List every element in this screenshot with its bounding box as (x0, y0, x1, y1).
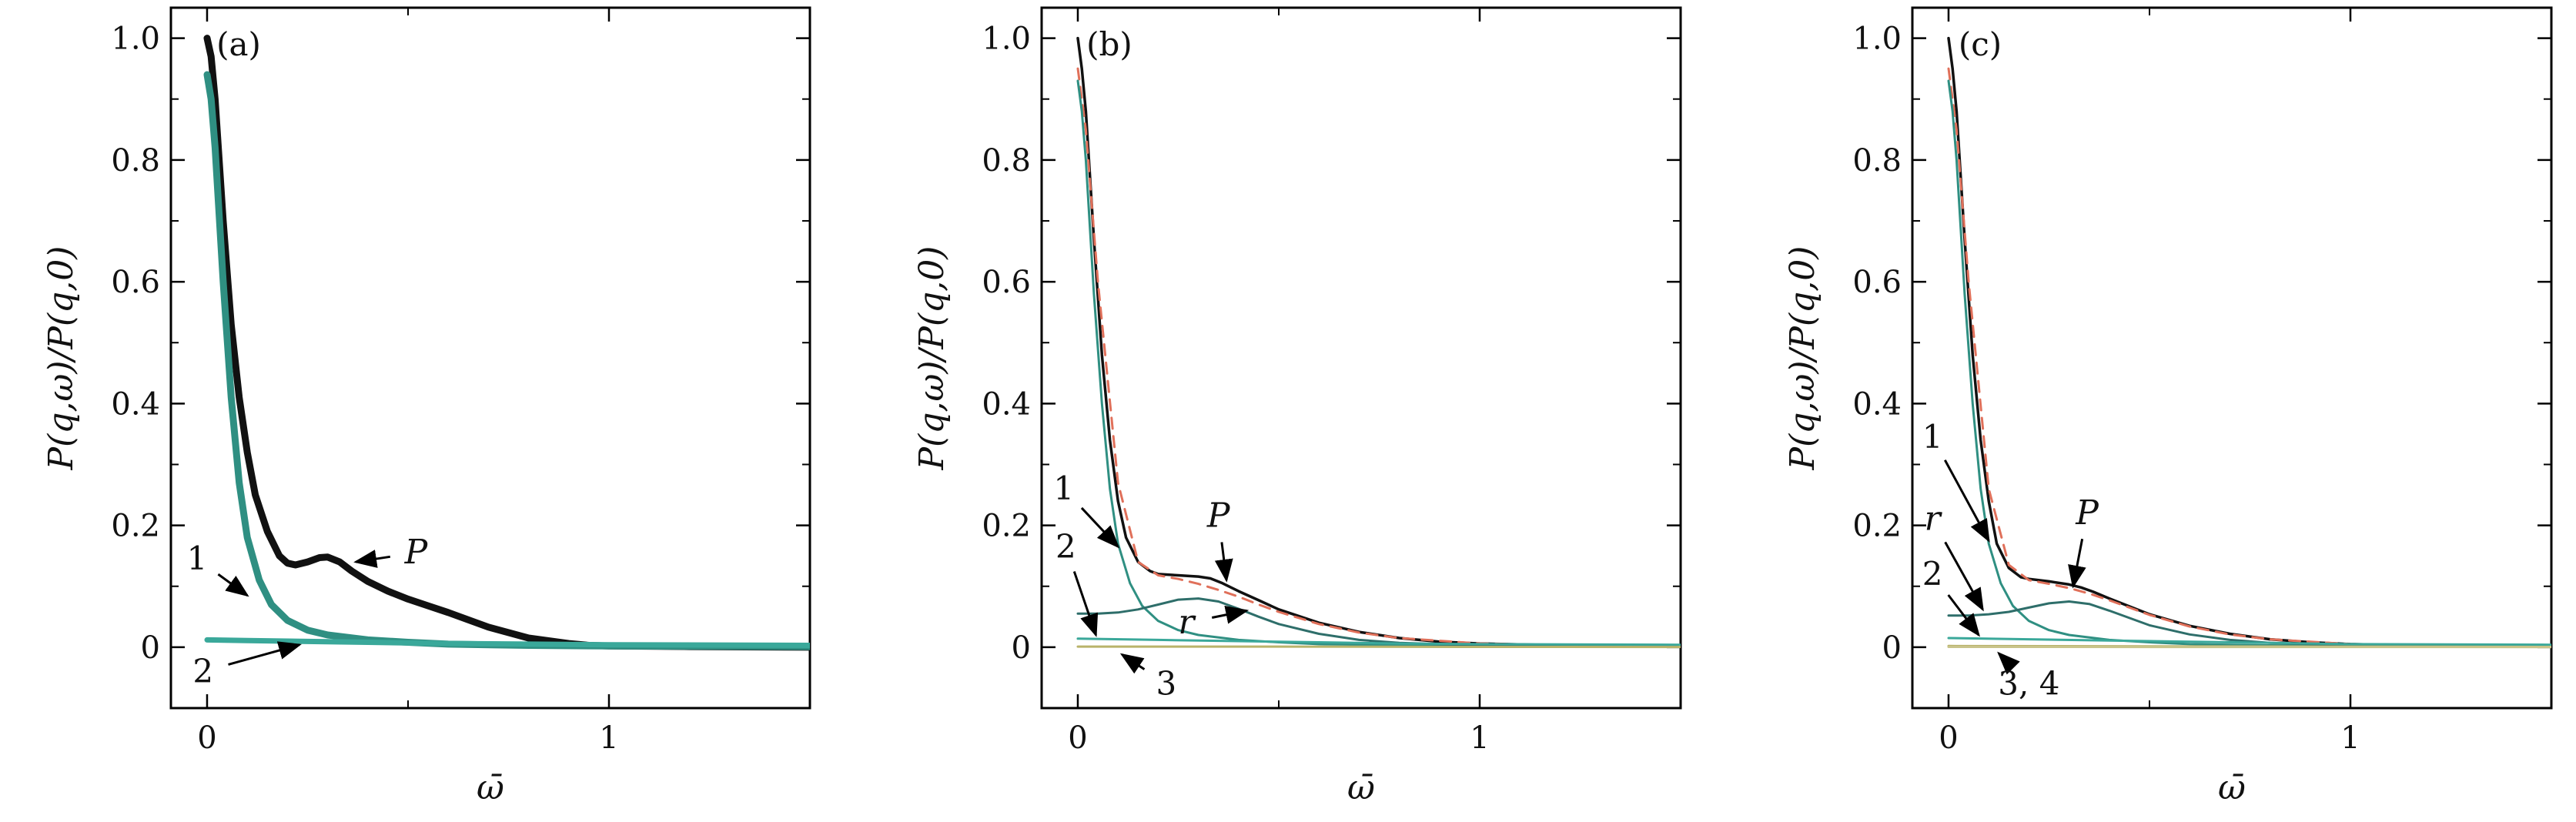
y-tick-label: 0.4 (1852, 386, 1902, 422)
annotation-label: 2 (1922, 555, 1943, 593)
annotation-label: P (1206, 496, 1231, 536)
y-tick-label: 0 (141, 630, 160, 666)
annotation-arrow (229, 645, 300, 665)
series-group (1078, 38, 1681, 647)
x-axis-label: ω̄ (1347, 768, 1375, 807)
x-tick-label: 1 (1470, 720, 1489, 756)
plot-frame (1042, 8, 1681, 708)
y-tick-label: 0.2 (1852, 509, 1902, 544)
y-tick-label: 0.8 (1852, 143, 1902, 179)
series-line-P (1949, 38, 2551, 647)
panel-2: 0 0.2 0.4 0.6 0.8 1.0 0 1 ω̄ P(q,ω)/P(q,0) (b) P 1 2 r… (912, 8, 1681, 807)
y-tick-label: 0.8 (982, 143, 1031, 179)
y-tick-label: 1.0 (982, 22, 1031, 57)
y-tick-label: 0.4 (982, 386, 1031, 422)
annotation-arrow (356, 556, 390, 562)
y-tick-label: 1.0 (1852, 22, 1902, 57)
x-tick-label: 0 (1068, 720, 1087, 756)
y-tick-label: 0.6 (1852, 265, 1902, 300)
panel-1: 0 0.2 0.4 0.6 0.8 1.0 0 1 ω̄ P(q,ω)/P(q,0) (a) P 1 2 (42, 8, 810, 807)
series-line-P (1078, 38, 1681, 647)
annotation-arrow (1222, 542, 1226, 580)
annotation-label: r (1925, 500, 1943, 539)
x-tick-label: 0 (1939, 720, 1958, 756)
panel-label: (a) (216, 25, 261, 63)
annotation-arrow (2073, 539, 2083, 586)
annotation-label: 2 (1055, 527, 1076, 565)
annotation-label: P (2075, 493, 2099, 533)
x-tick-label: 1 (599, 720, 618, 756)
series-line-c1 (1078, 81, 1681, 647)
y-tick-label: 0.6 (982, 265, 1031, 300)
annotation-label: 3 (1156, 664, 1176, 702)
series-line-c1 (207, 75, 810, 647)
annotation-label: 2 (192, 653, 213, 690)
annotation-label: r (1178, 603, 1196, 642)
plot-frame (1912, 8, 2551, 708)
annotation-arrow (1999, 653, 2010, 665)
x-axis-label: ω̄ (477, 768, 504, 807)
y-axis-label: P(q,ω)/P(q,0) (1783, 246, 1822, 471)
annotation-arrow (1212, 610, 1246, 617)
y-axis-label: P(q,ω)/P(q,0) (912, 246, 952, 471)
y-tick-label: 0 (1882, 630, 1902, 666)
y-tick-label: 0 (1012, 630, 1031, 666)
y-tick-label: 0.6 (111, 265, 160, 300)
annotation-arrow (218, 574, 247, 595)
series-line-fit (1078, 68, 1681, 647)
panel-label: (c) (1959, 25, 2002, 63)
annotation-arrow (1074, 571, 1096, 635)
series-group (1949, 38, 2551, 647)
y-tick-label: 0.4 (111, 386, 160, 422)
y-tick-label: 0.2 (111, 509, 160, 544)
y-axis-label: P(q,ω)/P(q,0) (42, 246, 81, 471)
series-group (207, 38, 810, 647)
y-tick-label: 0.2 (982, 509, 1031, 544)
annotation-label: 3, 4 (1998, 664, 2059, 702)
y-tick-label: 1.0 (111, 22, 160, 57)
panel-3: 0 0.2 0.4 0.6 0.8 1.0 0 1 ω̄ P(q,ω)/P(q,0) (c) P 1 r 2… (1783, 8, 2551, 807)
annotation-label: 1 (1922, 418, 1943, 456)
series-line-fit (1949, 68, 2551, 647)
annotation-label: P (404, 533, 429, 572)
annotation-label: 1 (187, 540, 208, 577)
y-tick-label: 0.8 (111, 143, 160, 179)
x-tick-label: 1 (2340, 720, 2360, 756)
annotation-label: 1 (1053, 469, 1074, 507)
series-line-c1 (1949, 81, 2551, 647)
panel-label: (b) (1086, 25, 1132, 63)
x-axis-label: ω̄ (2218, 768, 2246, 807)
series-line-P (207, 38, 810, 647)
x-tick-label: 0 (197, 720, 216, 756)
annotation-arrow (1122, 654, 1144, 669)
